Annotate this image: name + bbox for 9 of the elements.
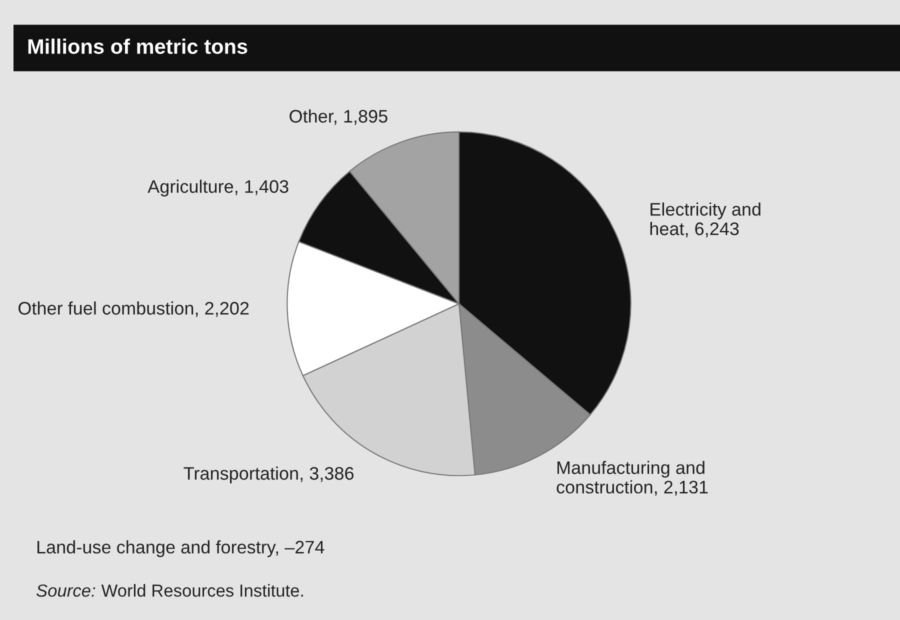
slice-label: Transportation, 3,386	[184, 466, 354, 484]
text: Land-use change and forestry, –274	[37, 540, 324, 558]
slice-label: Agriculture, 1,403	[148, 180, 288, 197]
slice-label: Other, 1,895	[290, 109, 388, 125]
slice-label: Manufacturing and construction, 2,131	[556, 460, 708, 496]
slice-label: Other fuel combustion, 2,202	[18, 301, 249, 317]
source-note: Source: World Resources Institute.	[36, 584, 303, 597]
slice-label: Electricity and heat, 6,243	[650, 202, 760, 238]
chart-title: Millions of metric tons	[28, 38, 248, 54]
